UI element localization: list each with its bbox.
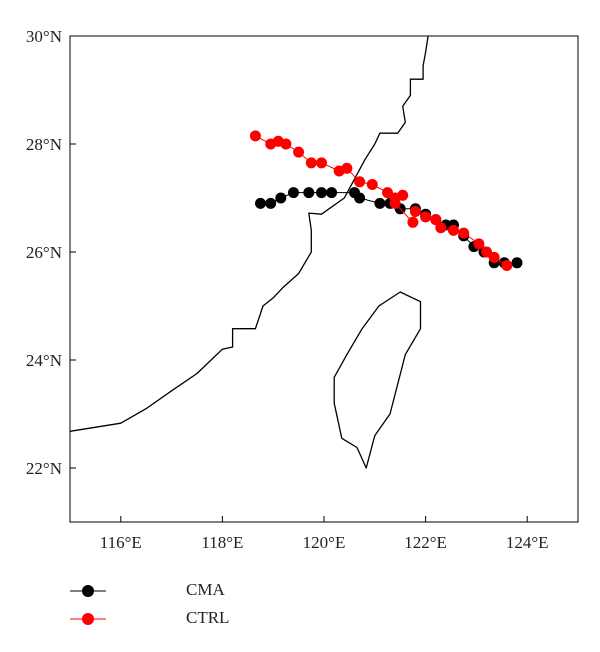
legend-marker-ctrl: [70, 613, 106, 625]
legend-item-cma: CMA: [70, 578, 270, 604]
legend-label-cma: CMA: [186, 580, 225, 599]
track-point-ctrl-4: [293, 146, 305, 158]
x-tick-label-4: 124°E: [506, 533, 549, 552]
track-point-cma-22: [511, 257, 523, 269]
track-point-cma-3: [288, 187, 299, 199]
x-tick-label-1: 118°E: [201, 533, 243, 552]
track-point-ctrl-21: [458, 227, 470, 239]
track-point-ctrl-24: [488, 251, 500, 263]
track-point-ctrl-17: [420, 211, 432, 223]
legend: CMA CTRL: [70, 578, 270, 634]
track-point-ctrl-16: [409, 206, 421, 217]
track-point-ctrl-10: [366, 179, 378, 190]
axes: 116°E 118°E 120°E 122°E 124°E 22°N 24°N 26°N 28°…: [26, 27, 549, 552]
track-point-ctrl-25: [501, 260, 513, 271]
track-point-ctrl-11: [382, 187, 393, 199]
track-point-cma-6: [326, 187, 338, 199]
y-tick-label-0: 22°N: [26, 459, 62, 478]
track-point-ctrl-13: [397, 189, 409, 201]
y-tick-label-2: 26°N: [26, 243, 62, 262]
track-point-ctrl-5: [305, 157, 317, 169]
y-tick-label-4: 30°N: [26, 27, 62, 46]
track-point-cma-9: [374, 197, 386, 209]
track-point-ctrl-14: [389, 197, 401, 209]
x-tick-label-0: 116°E: [100, 533, 142, 552]
track-point-ctrl-23: [481, 246, 493, 258]
track-layer: [249, 130, 523, 271]
y-tick-label-3: 28°N: [26, 135, 62, 154]
track-point-ctrl-15: [407, 216, 419, 228]
track-point-ctrl-9: [354, 176, 366, 188]
map-area: [69, 35, 579, 523]
track-point-cma-0: [255, 197, 266, 209]
map-frame: [69, 35, 579, 523]
track-point-ctrl-18: [430, 214, 442, 226]
legend-marker-cma: [70, 585, 106, 597]
track-point-ctrl-19: [435, 222, 447, 234]
track-point-cma-4: [303, 187, 315, 199]
track-point-ctrl-20: [448, 224, 459, 236]
track-point-ctrl-6: [316, 157, 327, 169]
legend-label-ctrl: CTRL: [186, 608, 230, 627]
track-point-ctrl-3: [280, 138, 292, 150]
track-point-ctrl-22: [473, 238, 485, 250]
track-point-cma-8: [354, 192, 366, 204]
land-layer: [69, 35, 429, 469]
legend-item-ctrl: CTRL: [70, 606, 270, 632]
island-outline-0: [333, 291, 422, 469]
track-point-cma-5: [316, 187, 327, 199]
x-tick-label-2: 120°E: [303, 533, 346, 552]
track-point-cma-2: [275, 192, 287, 204]
x-tick-label-3: 122°E: [404, 533, 447, 552]
track-point-ctrl-0: [249, 130, 261, 142]
coastline: [69, 35, 429, 432]
y-tick-label-1: 24°N: [26, 351, 62, 370]
track-point-cma-1: [265, 197, 277, 209]
track-point-ctrl-8: [341, 162, 353, 174]
